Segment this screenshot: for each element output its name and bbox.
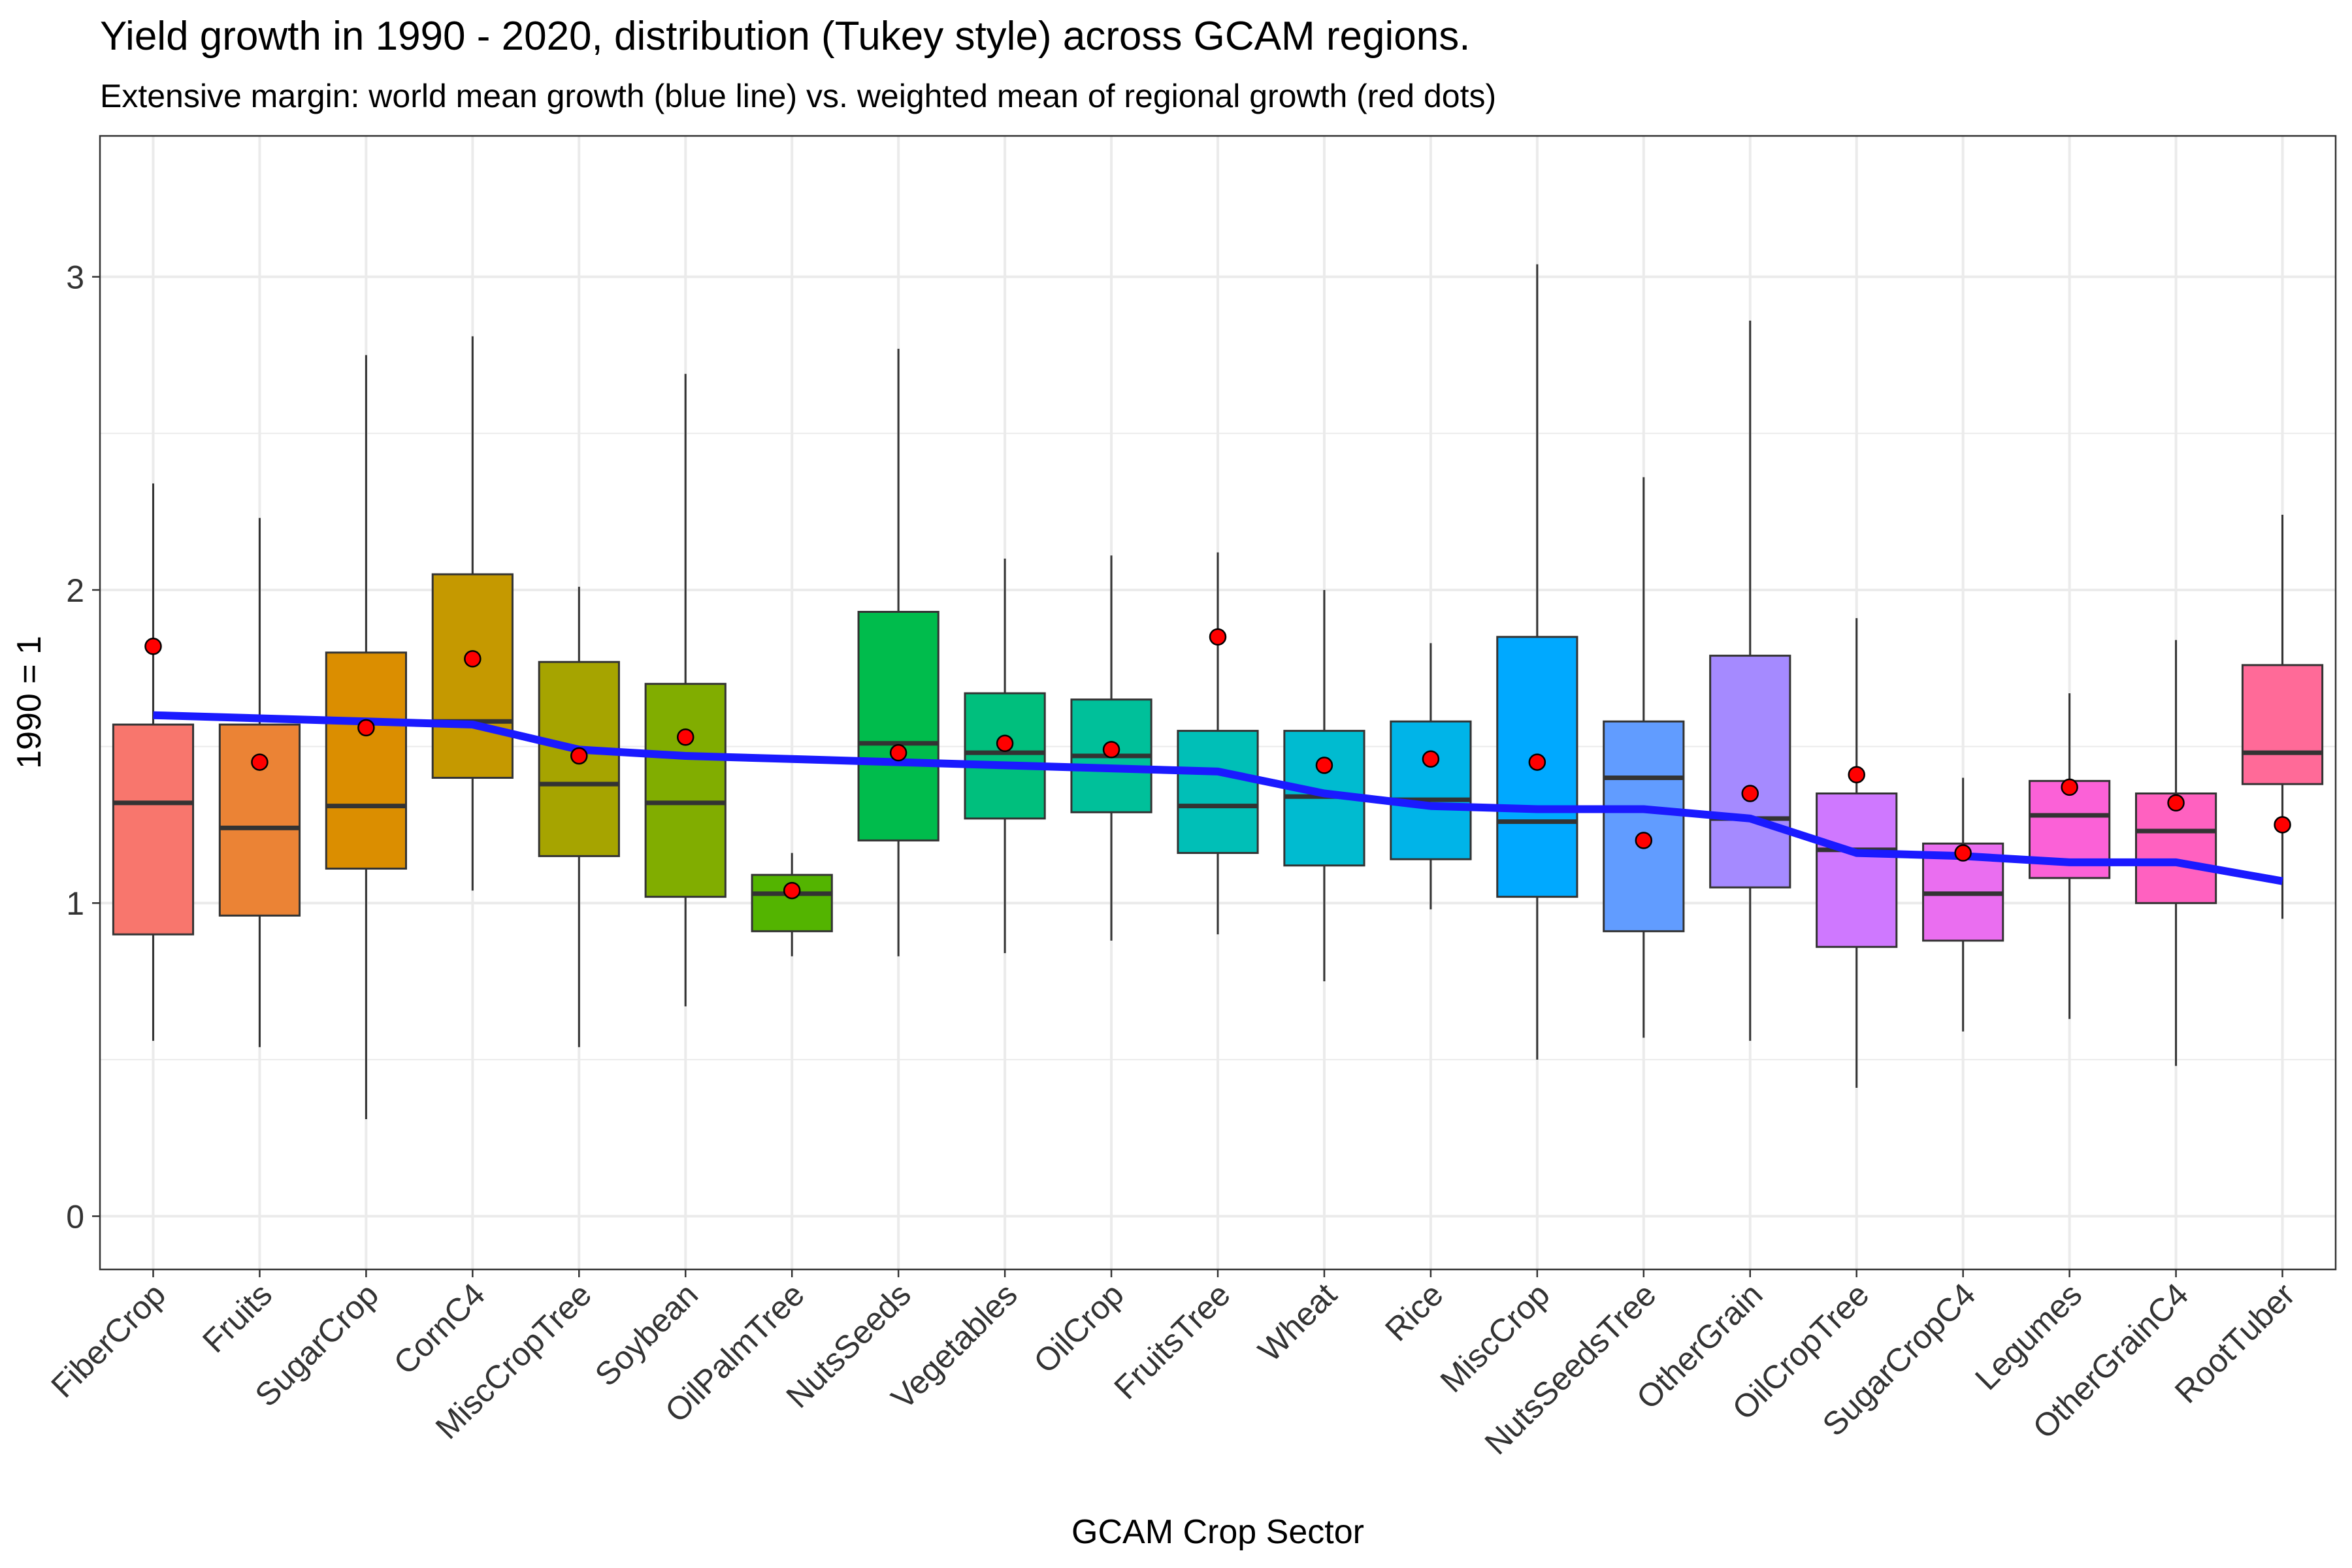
y-axis-title: 1990 = 1 xyxy=(10,636,48,769)
y-tick-label: 2 xyxy=(66,572,84,609)
weighted-mean-dot xyxy=(1741,785,1759,802)
box-Fruits xyxy=(218,517,301,1047)
y-tick-label: 3 xyxy=(66,259,84,296)
weighted-mean-dot xyxy=(2061,778,2078,796)
box-iqr xyxy=(1709,655,1791,889)
box-iqr xyxy=(964,692,1046,820)
box-Rice xyxy=(1390,643,1472,909)
x-tick-label: Fruits xyxy=(195,1276,279,1360)
box-iqr xyxy=(431,573,514,779)
weighted-mean-dot xyxy=(1848,766,1865,783)
weighted-mean-dot xyxy=(2167,794,2185,812)
box-OtherGrainC4 xyxy=(2134,640,2217,1066)
box-iqr xyxy=(857,611,939,841)
weighted-mean-dot xyxy=(1209,628,1227,646)
weighted-mean-dot xyxy=(676,728,694,746)
box-iqr xyxy=(112,723,195,936)
weighted-mean-dot xyxy=(251,753,269,771)
y-tick-label: 0 xyxy=(66,1199,84,1235)
box-NutsSeedsTree xyxy=(1603,477,1685,1038)
weighted-mean-dot xyxy=(570,747,588,765)
box-NutsSeeds xyxy=(857,348,939,956)
chart-title: Yield growth in 1990 - 2020, distributio… xyxy=(100,14,1470,59)
box-Soybean xyxy=(644,374,727,1007)
weighted-mean-dot xyxy=(783,881,801,900)
box-Vegetables xyxy=(964,559,1046,953)
box-FiberCrop xyxy=(112,483,195,1041)
box-iqr xyxy=(218,723,301,917)
weighted-mean-dot xyxy=(1315,757,1333,774)
y-axis: 0 1 2 3 xyxy=(66,259,100,1235)
box-SugarCrop xyxy=(325,355,407,1119)
box-OilCropTree xyxy=(1816,618,1898,1088)
x-tick-label: Wheat xyxy=(1251,1276,1344,1369)
box-iqr xyxy=(644,683,727,898)
x-tick-label: OilCrop xyxy=(1026,1276,1130,1380)
box-iqr xyxy=(1177,730,1259,855)
weighted-mean-dot xyxy=(464,650,482,668)
weighted-mean-dot xyxy=(1102,741,1120,759)
weighted-mean-dot xyxy=(1635,832,1653,849)
box-iqr xyxy=(1390,720,1472,860)
box-iqr xyxy=(2134,792,2217,904)
weighted-mean-dot xyxy=(357,719,375,737)
box-iqr xyxy=(2241,664,2324,785)
y-tick-label: 1 xyxy=(66,885,84,922)
weighted-mean-dot xyxy=(996,734,1014,753)
x-tick-label: Rice xyxy=(1378,1276,1450,1348)
box-iqr xyxy=(1816,792,1898,948)
box-FruitsTree xyxy=(1177,552,1259,935)
weighted-mean-dot xyxy=(1422,750,1440,768)
box-CornC4 xyxy=(431,336,514,891)
x-axis-title: GCAM Crop Sector xyxy=(1071,1513,1364,1551)
box-iqr xyxy=(325,651,407,870)
world-mean-line xyxy=(153,711,2283,885)
weighted-mean-dot xyxy=(1528,753,1546,771)
box-RootTuber xyxy=(2241,514,2324,919)
chart-subtitle: Extensive margin: world mean growth (blu… xyxy=(100,78,1496,114)
weighted-mean-dot xyxy=(144,637,162,655)
world-mean-line-layer xyxy=(153,711,2283,885)
box-iqr xyxy=(1603,720,1685,932)
box-layer xyxy=(112,264,2324,1119)
x-tick-label: FiberCrop xyxy=(44,1276,172,1405)
weighted-mean-dot xyxy=(889,743,907,762)
weighted-mean-dot xyxy=(2274,816,2291,834)
weighted-mean-dots-layer xyxy=(144,628,2291,900)
weighted-mean-dot xyxy=(1954,844,1972,862)
x-tick-label: FruitsTree xyxy=(1107,1276,1237,1406)
x-tick-label: CornC4 xyxy=(387,1276,492,1381)
